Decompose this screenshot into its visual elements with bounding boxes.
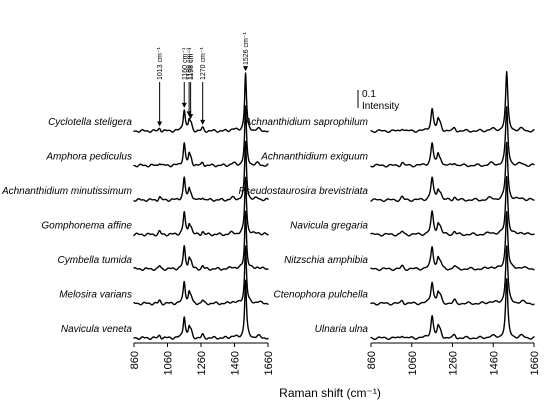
peak-arrowhead <box>181 102 187 108</box>
species-label: Melosira varians <box>59 290 132 301</box>
x-axis-label: Raman shift (cm⁻¹) <box>279 386 381 400</box>
x-tick-label: 1660 <box>529 351 541 375</box>
x-tick-label: 860 <box>366 351 378 369</box>
peak-label: 1189 cm⁻¹ <box>187 47 194 80</box>
scale-bar-value: 0.1 <box>362 89 376 100</box>
species-label: Ulnaria ulna <box>315 324 369 335</box>
species-label: Amphora pediculus <box>45 152 132 163</box>
peak-label: 1198 cm⁻¹ <box>188 47 195 80</box>
x-tick-label: 1060 <box>407 351 419 375</box>
spectrum-line <box>133 279 269 341</box>
peak-label: 1526 cm⁻¹ <box>243 31 250 65</box>
x-tick-label: 1460 <box>488 351 500 375</box>
spectrum-line <box>370 106 535 168</box>
spectrum-line <box>133 210 269 272</box>
species-label: Achnanthidium exiguum <box>260 152 368 163</box>
spectrum-line <box>370 70 535 134</box>
spectrum-line <box>133 105 269 168</box>
x-tick-label: 1660 <box>263 351 275 375</box>
species-label: Navicula gregaria <box>290 221 368 232</box>
labels-layer: Cyclotella steligera Amphora pediculus Ach… <box>1 117 368 335</box>
species-label: Cyclotella steligera <box>48 117 132 128</box>
species-label: Ctenophora pulchella <box>273 290 368 301</box>
species-label: Achnanthidium minutissimum <box>1 186 132 197</box>
species-label: Cymbella tumida <box>58 255 133 266</box>
spectrum-line <box>370 176 535 237</box>
spectrum-line <box>133 245 269 306</box>
spectra-layer <box>133 70 535 341</box>
x-tick-label: 1260 <box>448 351 460 375</box>
x-tick-label: 1260 <box>196 351 208 375</box>
spectrum-line <box>370 211 535 272</box>
x-tick-label: 860 <box>129 351 141 369</box>
peak-arrowhead <box>243 66 249 72</box>
species-label: Pseudostaurosira brevistriata <box>238 186 368 197</box>
x-tick-label: 1460 <box>230 351 242 375</box>
species-label: Achnanthidium saprophilum <box>244 117 368 128</box>
species-label: Navicula veneta <box>61 324 133 335</box>
peak-arrowhead <box>200 119 206 125</box>
peak-arrowhead <box>157 121 163 127</box>
spectrum-line <box>133 140 269 202</box>
peak-label: 1013 cm⁻¹ <box>157 46 164 80</box>
axes-layer: 860 1060 1260 1460 1660 860 1060 1260 1460 1660 <box>129 342 541 375</box>
peak-arrowhead <box>188 114 194 120</box>
spectrum-line <box>133 72 269 133</box>
x-tick-label: 1060 <box>163 351 175 375</box>
spectrum-line <box>370 141 535 203</box>
peak-label: 1160 cm⁻¹ <box>182 47 189 80</box>
peak-label: 1270 cm⁻¹ <box>200 46 207 80</box>
species-label: Nitzschia amphibia <box>284 255 368 266</box>
spectrum-line <box>133 176 269 237</box>
scale-bar-label: Intensity <box>362 101 399 112</box>
species-label: Gomphonema affine <box>41 221 132 232</box>
spectrum-line <box>370 278 535 341</box>
spectrum-line <box>370 245 535 306</box>
